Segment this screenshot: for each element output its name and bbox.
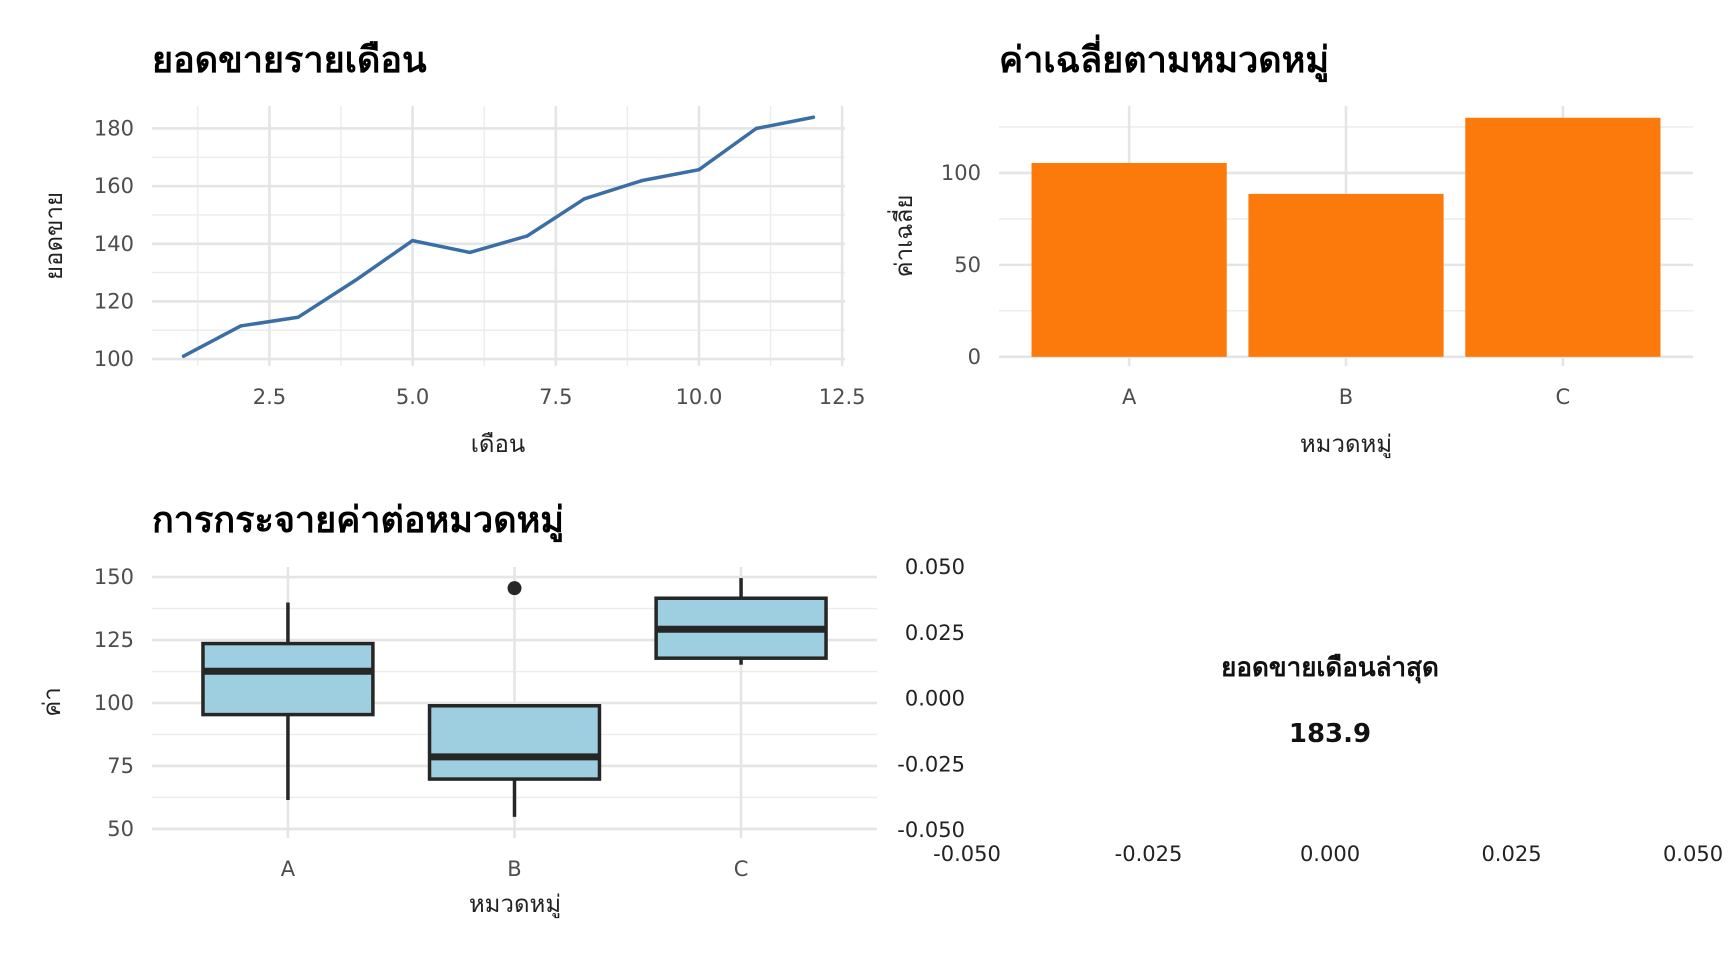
x-tick-label: 0.050 [1663,842,1723,866]
x-tick-label: -0.050 [933,842,1001,866]
data-point [410,238,415,243]
x-tick-label: -0.025 [1115,842,1183,866]
y-tick-label: 50 [107,817,134,841]
x-tick-label: 10.0 [676,385,723,409]
x-tick-label: 7.5 [539,385,572,409]
data-point [239,324,243,328]
data-point [811,115,816,119]
box-A [201,641,375,717]
x-axis-label: หมวดหมู่ [1300,430,1392,459]
bar-C [1465,117,1661,357]
x-tick-label: C [1556,385,1571,409]
y-tick-label: 0 [968,345,981,369]
data-point [697,168,701,172]
x-tick-label: B [507,857,521,881]
outlier-point [507,581,522,596]
x-tick-label: 0.025 [1481,842,1541,866]
data-point [639,178,644,183]
y-tick-label: 0.050 [905,555,965,579]
y-axis-label: ค่าเฉลี่ย [887,195,918,278]
x-tick-label: 2.5 [253,385,286,409]
y-tick-label: -0.025 [897,752,965,776]
y-tick-label: 120 [94,289,134,313]
panel-text-annotation: -0.050 -0.025 0.000 0.025 0.050 -0.050 -0.025 0… [897,555,1723,866]
y-tick-label: -0.050 [897,818,965,842]
y-tick-label: 125 [94,628,134,652]
data-point [468,250,472,255]
x-tick-label: C [734,857,749,881]
x-tick-label: 0.000 [1300,842,1360,866]
x-tick-label: A [281,857,296,881]
chart-title: ค่าเฉลี่ยตามหมวดหมู่ [999,34,1329,83]
bar-B [1248,193,1444,357]
data-point [754,126,758,131]
y-tick-label: 160 [94,174,134,198]
x-axis-label: หมวดหมู่ [469,890,561,919]
x-tick-label: A [1122,385,1137,409]
y-tick-label: 180 [94,116,134,140]
chart-title: การกระจายค่าต่อหมวดหมู่ [152,500,564,543]
y-tick-label: 150 [94,565,134,589]
y-tick-label: 100 [941,161,981,185]
data-point [296,315,300,319]
annotation-label: ยอดขายเดือนล่าสุด [1221,653,1439,684]
y-tick-label: 50 [954,253,981,277]
x-axis-label: เดือน [471,430,526,458]
data-point [525,234,529,238]
x-tick-label: 5.0 [396,385,429,409]
y-axis-label: ยอดขาย [40,192,68,280]
x-tick-label: 12.5 [819,385,866,409]
y-tick-label: 0.000 [905,687,965,711]
y-tick-label: 140 [94,232,134,256]
panel-line-chart: ยอดขายรายเดือน 100 120 140 160 180 2.5 5.0 7.5 1… [40,40,866,458]
data-point [582,197,587,201]
y-tick-label: 100 [94,691,134,715]
y-tick-label: 100 [94,347,134,371]
series-line [182,115,814,358]
panel-box-chart: การกระจายค่าต่อหมวดหมู่ 50 75 100 125 150 A B C… [38,500,877,919]
chart-title: ยอดขายรายเดือน [152,40,427,81]
y-tick-label: 75 [107,754,134,778]
data-point [353,278,358,283]
y-tick-label: 0.025 [905,621,965,645]
annotation-value: 183.9 [1289,719,1371,749]
x-tick-label: B [1339,385,1353,409]
bar-A [1031,163,1227,357]
data-point [181,354,186,358]
y-axis-label: ค่า [38,687,66,717]
box-B [427,704,602,781]
